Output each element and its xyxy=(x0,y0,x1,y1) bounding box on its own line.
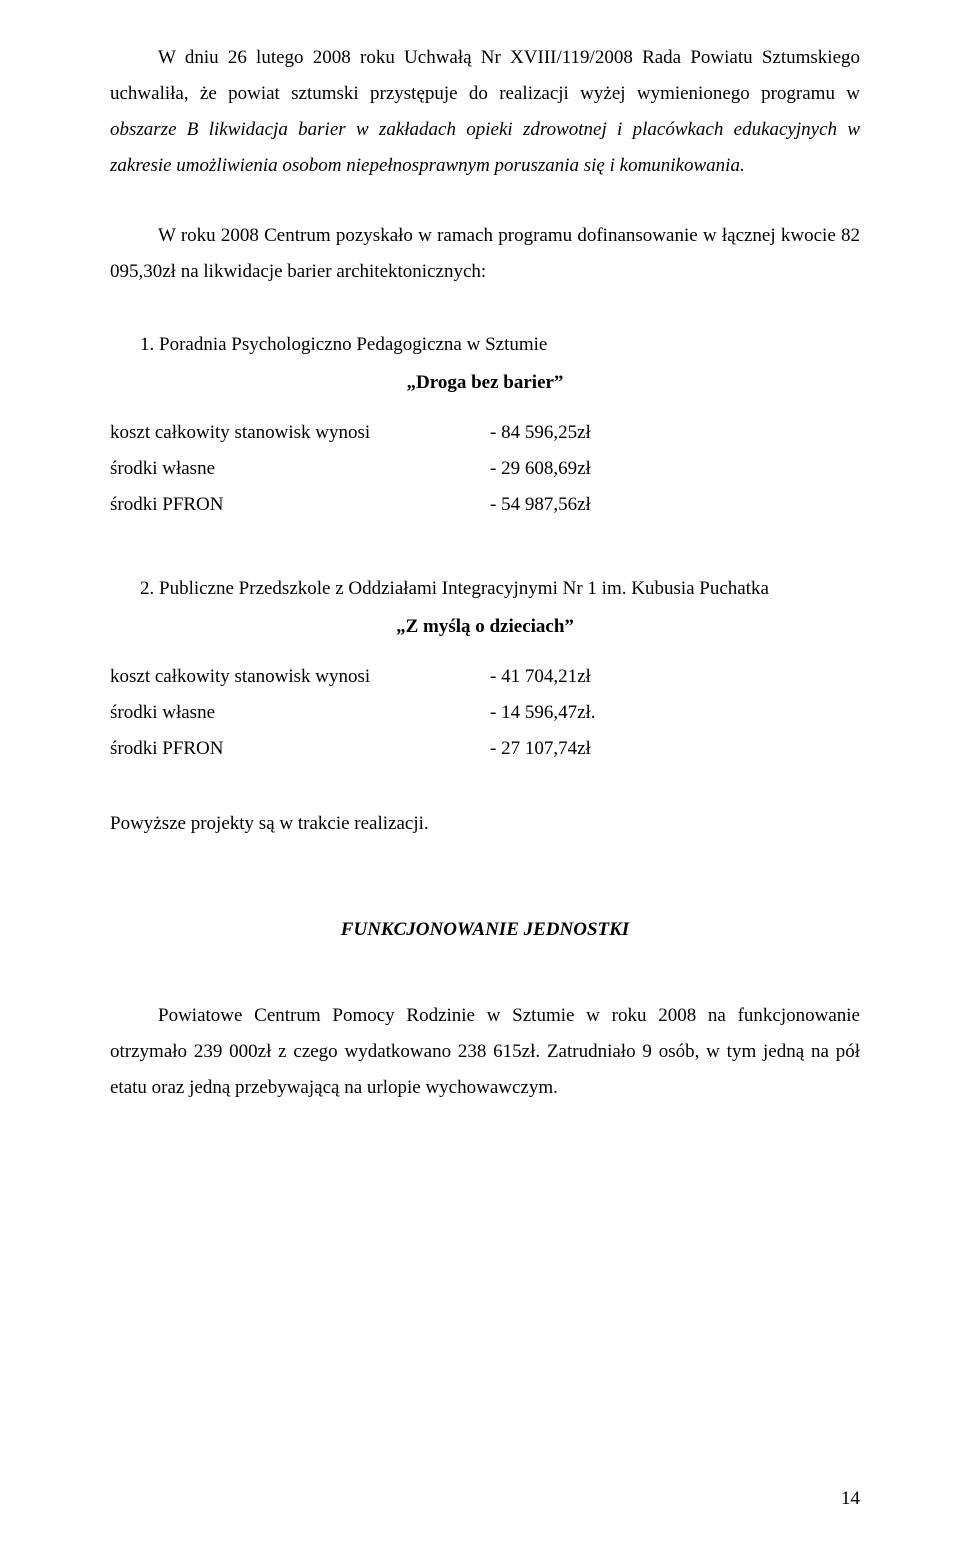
cost-row: środki PFRON - 27 107,74zł xyxy=(110,731,860,767)
paragraph-intro-italic: obszarze B likwidacja barier w zakładach… xyxy=(110,119,860,176)
spacer xyxy=(110,297,860,317)
cost-label: środki PFRON xyxy=(110,487,490,523)
project-1-title: „Droga bez barier” xyxy=(110,365,860,401)
paragraph-funding-text: W roku 2008 Centrum pozyskało w ramach p… xyxy=(110,225,860,282)
cost-block-2: koszt całkowity stanowisk wynosi - 41 70… xyxy=(110,659,860,767)
cost-label: koszt całkowity stanowisk wynosi xyxy=(110,415,490,451)
cost-value: - 14 596,47zł. xyxy=(490,695,596,731)
cost-label: środki PFRON xyxy=(110,731,490,767)
page-number: 14 xyxy=(841,1481,860,1517)
paragraph-status: Powyższe projekty są w trakcie realizacj… xyxy=(110,806,860,842)
cost-value: - 84 596,25zł xyxy=(490,415,591,451)
paragraph-intro-text-a: W dniu 26 lutego 2008 roku Uchwałą Nr XV… xyxy=(110,47,860,104)
cost-value: - 29 608,69zł xyxy=(490,451,591,487)
project-2-title: „Z myślą o dzieciach” xyxy=(110,609,860,645)
cost-row: środki własne - 14 596,47zł. xyxy=(110,695,860,731)
cost-label: środki własne xyxy=(110,451,490,487)
paragraph-funding: W roku 2008 Centrum pozyskało w ramach p… xyxy=(110,218,860,290)
spacer xyxy=(110,786,860,806)
paragraph-intro: W dniu 26 lutego 2008 roku Uchwałą Nr XV… xyxy=(110,40,860,184)
cost-row: koszt całkowity stanowisk wynosi - 84 59… xyxy=(110,415,860,451)
cost-row: środki PFRON - 54 987,56zł xyxy=(110,487,860,523)
cost-label: środki własne xyxy=(110,695,490,731)
cost-row: środki własne - 29 608,69zł xyxy=(110,451,860,487)
cost-label: koszt całkowity stanowisk wynosi xyxy=(110,659,490,695)
list-item-2: 2. Publiczne Przedszkole z Oddziałami In… xyxy=(140,571,860,607)
cost-value: - 54 987,56zł xyxy=(490,487,591,523)
paragraph-operation: Powiatowe Centrum Pomocy Rodzinie w Sztu… xyxy=(110,998,860,1106)
list-item-1: 1. Poradnia Psychologiczno Pedagogiczna … xyxy=(140,327,860,363)
section-heading: FUNKCJONOWANIE JEDNOSTKI xyxy=(110,912,860,948)
cost-value: - 27 107,74zł xyxy=(490,731,591,767)
spacer xyxy=(110,190,860,218)
cost-row: koszt całkowity stanowisk wynosi - 41 70… xyxy=(110,659,860,695)
cost-value: - 41 704,21zł xyxy=(490,659,591,695)
document-page: W dniu 26 lutego 2008 roku Uchwałą Nr XV… xyxy=(0,0,960,1545)
cost-block-1: koszt całkowity stanowisk wynosi - 84 59… xyxy=(110,415,860,523)
spacer xyxy=(110,541,860,561)
